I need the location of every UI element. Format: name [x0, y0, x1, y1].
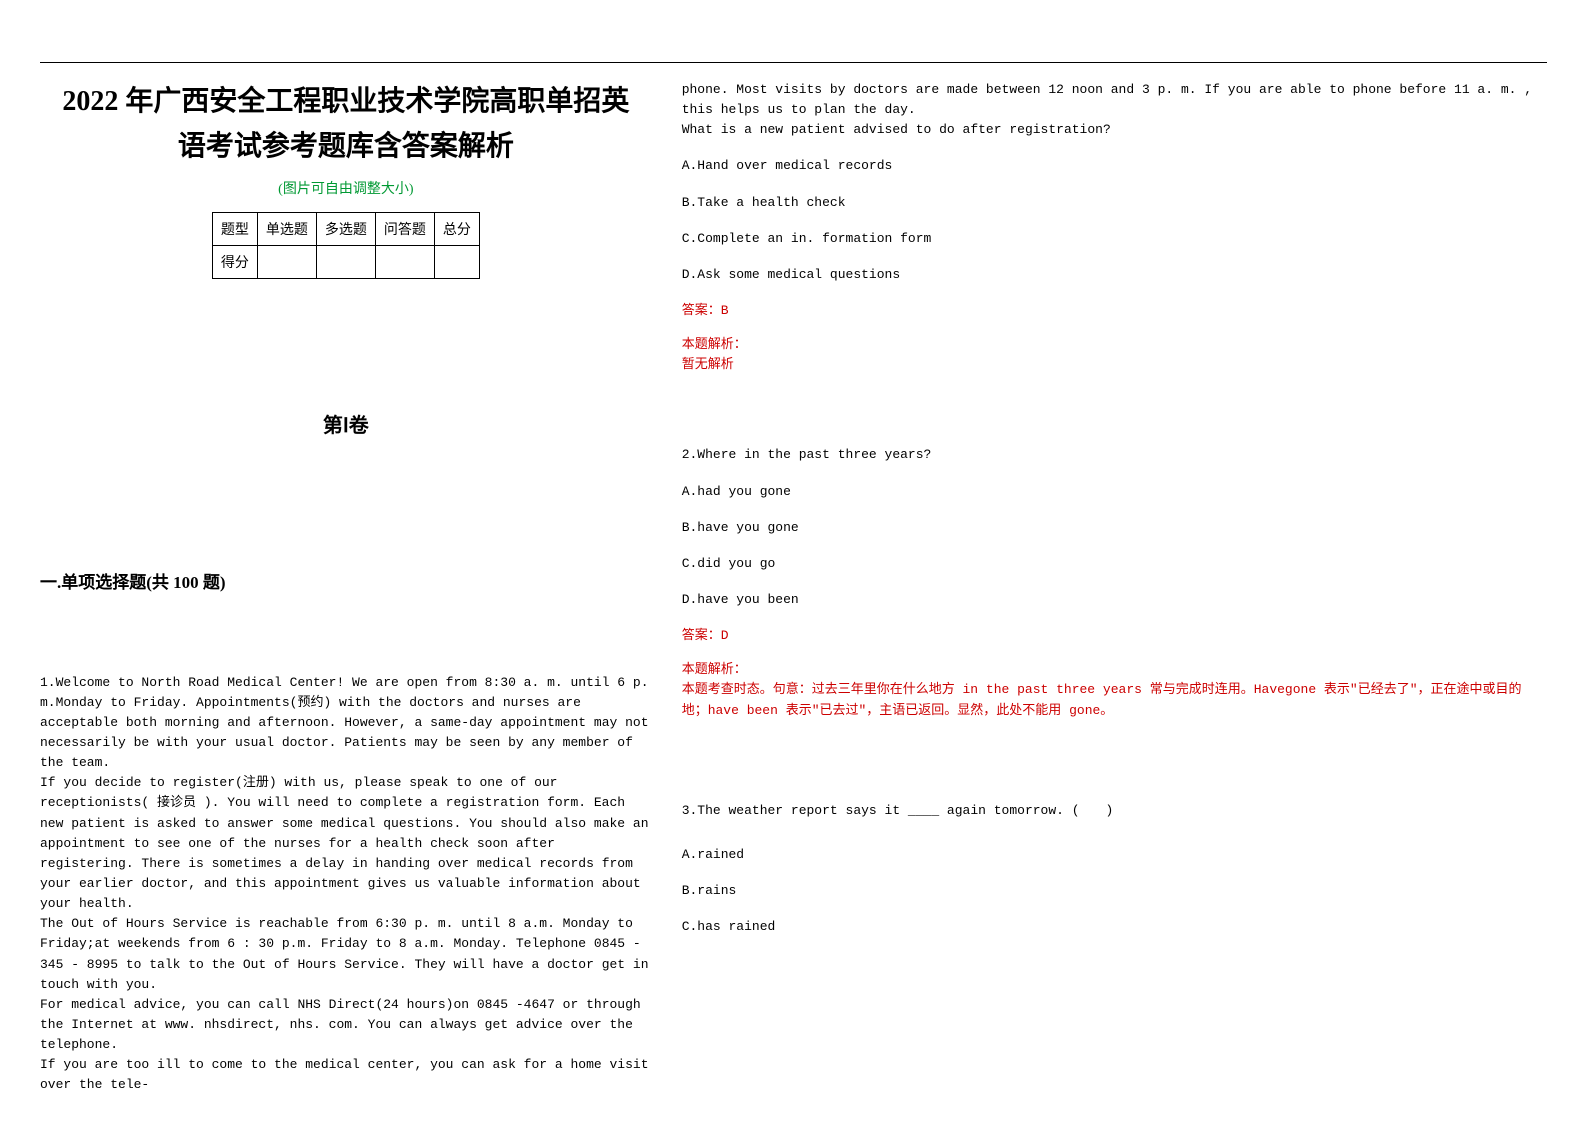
score-table: 题型 单选题 多选题 问答题 总分 得分 [212, 212, 480, 279]
row-label: 得分 [212, 245, 257, 278]
th-type: 题型 [212, 212, 257, 245]
q3-block: 3.The weather report says it ____ again … [682, 801, 1547, 938]
q2-answer: 答案：D [682, 626, 1547, 646]
q1-passage-text: 1.Welcome to North Road Medical Center! … [40, 673, 652, 1096]
cell-multi [316, 245, 375, 278]
volume-title: 第Ⅰ卷 [40, 409, 652, 438]
header-rule [40, 62, 1547, 63]
subtitle: (图片可自由调整大小) [40, 178, 652, 198]
q1-explain-label: 本题解析： [682, 335, 1547, 355]
right-column: phone. Most visits by doctors are made b… [682, 80, 1547, 1096]
q3-stem: 3.The weather report says it ____ again … [682, 801, 1547, 821]
cell-qa [375, 245, 434, 278]
q2-option-c: C.did you go [682, 554, 1547, 574]
q2-explain-text: 本题考查时态。句意：过去三年里你在什么地方 in the past three … [682, 680, 1547, 720]
q1-option-b: B.Take a health check [682, 193, 1547, 213]
q2-explain-label: 本题解析： [682, 660, 1547, 680]
table-header-row: 题型 单选题 多选题 问答题 总分 [212, 212, 479, 245]
q1-option-d: D.Ask some medical questions [682, 265, 1547, 285]
q1-passage-left: 1.Welcome to North Road Medical Center! … [40, 673, 652, 1096]
q2-option-a: A.had you gone [682, 482, 1547, 502]
q1-right: phone. Most visits by doctors are made b… [682, 80, 1547, 375]
th-total: 总分 [434, 212, 479, 245]
q2-option-d: D.have you been [682, 590, 1547, 610]
table-score-row: 得分 [212, 245, 479, 278]
th-single: 单选题 [257, 212, 316, 245]
q2-stem: 2.Where in the past three years? [682, 445, 1547, 465]
q1-option-c: C.Complete an in. formation form [682, 229, 1547, 249]
cell-single [257, 245, 316, 278]
q3-option-b: B.rains [682, 881, 1547, 901]
q2-option-b: B.have you gone [682, 518, 1547, 538]
q3-option-a: A.rained [682, 845, 1547, 865]
th-qa: 问答题 [375, 212, 434, 245]
q3-option-c: C.has rained [682, 917, 1547, 937]
q1-answer: 答案：B [682, 301, 1547, 321]
q1-option-a: A.Hand over medical records [682, 156, 1547, 176]
th-multi: 多选题 [316, 212, 375, 245]
title-line-2: 语考试参考题库含答案解析 [178, 131, 514, 162]
left-column: 2022 年广西安全工程职业技术学院高职单招英 语考试参考题库含答案解析 (图片… [40, 80, 652, 1096]
title-line-1: 2022 年广西安全工程职业技术学院高职单招英 [62, 86, 629, 117]
q1-explain-text: 暂无解析 [682, 355, 1547, 375]
q1-passage-cont: phone. Most visits by doctors are made b… [682, 80, 1547, 140]
cell-total [434, 245, 479, 278]
page-columns: 2022 年广西安全工程职业技术学院高职单招英 语考试参考题库含答案解析 (图片… [40, 80, 1547, 1096]
main-title: 2022 年广西安全工程职业技术学院高职单招英 语考试参考题库含答案解析 [40, 80, 652, 170]
section-title: 一.单项选择题(共 100 题) [40, 568, 652, 593]
q2-block: 2.Where in the past three years? A.had y… [682, 445, 1547, 720]
